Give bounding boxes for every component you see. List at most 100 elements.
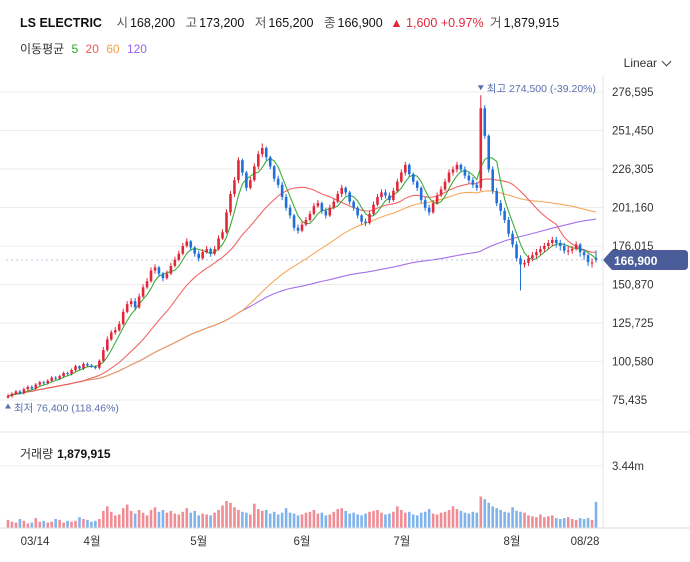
volume-bar (320, 512, 324, 528)
candle-body (98, 360, 101, 368)
ma-60: 60 (106, 42, 120, 56)
candle-body (169, 265, 173, 274)
volume-bar (213, 512, 216, 528)
volume-bar (308, 511, 312, 528)
volume-bar (535, 517, 538, 528)
candle-body (225, 212, 228, 233)
volume-bar (66, 520, 69, 528)
candle-body (344, 187, 347, 193)
candle-body (519, 258, 522, 265)
candle-body (439, 189, 443, 196)
candle-body (368, 213, 371, 224)
y-tick-label: 150,870 (612, 280, 654, 292)
candle-body (90, 365, 93, 367)
candle-body (137, 296, 141, 308)
volume-bar (177, 514, 181, 528)
volume-bar (574, 519, 578, 528)
volume-bar (479, 496, 483, 528)
volume-bar (141, 512, 145, 528)
y-tick-label: 201,160 (612, 203, 654, 215)
candle-body (34, 384, 38, 389)
candle-body (419, 187, 423, 201)
candle-body (241, 160, 244, 173)
volume-bar (396, 506, 399, 528)
volume-bar (519, 511, 522, 528)
volume-bar (117, 514, 121, 528)
candle-body (209, 249, 212, 254)
volume-bar (145, 515, 149, 528)
candle-body (523, 262, 526, 265)
candle-body (264, 148, 268, 158)
volume-bar (237, 509, 240, 528)
candle-body (181, 246, 185, 254)
x-tick-label: 4월 (84, 535, 101, 548)
candle-body (173, 259, 177, 266)
volume-bar (594, 501, 598, 528)
volume-bar (82, 518, 85, 528)
candle-body (348, 192, 351, 202)
last-price-label: 166,900 (614, 254, 658, 268)
candle-body (340, 187, 344, 194)
candle-body (213, 249, 216, 254)
candle-body (308, 213, 312, 220)
x-tick-label: 7월 (393, 535, 410, 548)
volume-bar (570, 518, 574, 528)
candle-body (388, 195, 391, 201)
candle-body (62, 373, 65, 377)
volume-bar (149, 509, 153, 528)
volume-label: 거 (490, 16, 502, 30)
candle-body (260, 148, 264, 155)
volume-bar (388, 513, 391, 528)
candle-body (531, 255, 534, 259)
y-tick-label: 251,450 (612, 126, 654, 138)
volume-bar (296, 515, 300, 528)
volume-bar (50, 521, 53, 528)
volume-bar (539, 514, 542, 528)
candle-body (360, 215, 363, 222)
candle-body (578, 244, 582, 253)
volume-bar (264, 509, 268, 528)
candle-body (372, 204, 375, 214)
volume-bar (551, 515, 554, 528)
moving-average-legend[interactable]: 이동평균 5 20 60 120 (20, 40, 151, 57)
volume-panel-title: 거래량 1,879,915 (20, 445, 111, 462)
candle-body (427, 207, 431, 213)
volume-bar (106, 506, 109, 528)
volume-panel-label: 거래량 (20, 447, 54, 461)
volume-bar (165, 512, 169, 528)
volume-bar (384, 514, 387, 528)
volume-bar (566, 517, 570, 528)
volume-bar (582, 518, 586, 528)
volume-bar (241, 511, 244, 528)
candle-body (272, 166, 276, 179)
volume-bar (78, 517, 81, 528)
volume-bar (109, 511, 113, 528)
candle-body (276, 178, 280, 185)
quote-header: LS ELECTRIC 시 168,200 고 173,200 저 165,200 종… (20, 12, 563, 31)
volume-bar (217, 509, 220, 528)
candle-body (332, 201, 336, 208)
scale-dropdown[interactable]: Linear (624, 56, 672, 70)
candle-body (189, 241, 193, 248)
candle-body (364, 221, 367, 224)
volume-bar (201, 513, 204, 528)
volume-bar (58, 519, 61, 528)
candle-body (288, 207, 292, 216)
volume-value: 1,879,915 (503, 16, 560, 30)
volume-bar (74, 520, 77, 528)
y-tick-label: 100,580 (612, 357, 654, 369)
candle-body (292, 215, 296, 228)
candle-body (558, 242, 562, 247)
volume-bar (292, 513, 296, 528)
change-pct: +0.97% (440, 16, 484, 30)
volume-bar (400, 509, 403, 528)
candle-body (46, 380, 50, 384)
candle-body (455, 164, 459, 170)
volume-bar (300, 514, 304, 528)
volume-bar (185, 508, 189, 528)
candle-body (217, 238, 220, 250)
candle-body (117, 324, 121, 331)
volume-bar (431, 513, 435, 528)
volume-bar (6, 519, 10, 528)
